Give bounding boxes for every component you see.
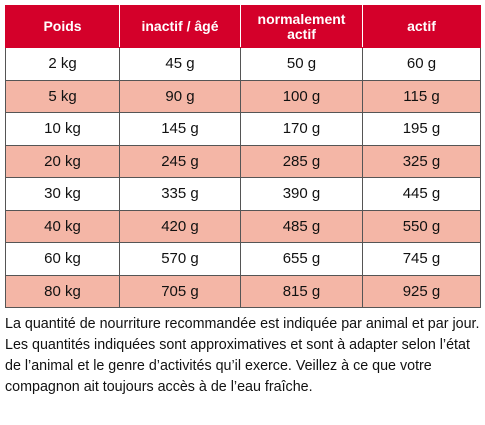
table-cell: 570 g: [119, 242, 241, 276]
table-cell: 80 kg: [5, 274, 120, 308]
header-cell: Poids: [5, 5, 120, 48]
table-cell: 50 g: [240, 47, 363, 81]
table-cell: 550 g: [362, 209, 481, 243]
table-cell: 745 g: [362, 242, 481, 276]
table-cell: 115 g: [362, 79, 481, 113]
table-cell: 325 g: [362, 144, 481, 178]
header-cell: actif: [362, 5, 481, 48]
table-row: 2 kg 45 g 50 g 60 g: [5, 47, 481, 81]
table-cell: 245 g: [119, 144, 241, 178]
table-row: 60 kg 570 g 655 g 745 g: [5, 242, 481, 276]
table-cell: 195 g: [362, 112, 481, 146]
table-cell: 90 g: [119, 79, 241, 113]
table-cell: 2 kg: [5, 47, 120, 81]
table-row: 10 kg 145 g 170 g 195 g: [5, 112, 481, 146]
header-cell: inactif / âgé: [119, 5, 241, 48]
table-cell: 60 g: [362, 47, 481, 81]
table-cell: 285 g: [240, 144, 363, 178]
table-row: 5 kg 90 g 100 g 115 g: [5, 79, 481, 113]
table-cell: 5 kg: [5, 79, 120, 113]
header-cell: normalement actif: [240, 5, 363, 48]
table-cell: 485 g: [240, 209, 363, 243]
table-row: 80 kg 705 g 815 g 925 g: [5, 274, 481, 308]
food-table: Poids inactif / âgé normalement actif actif…: [5, 5, 481, 308]
table-cell: 145 g: [119, 112, 241, 146]
table-cell: 445 g: [362, 177, 481, 211]
table-cell: 705 g: [119, 274, 241, 308]
table-cell: 60 kg: [5, 242, 120, 276]
table-cell: 815 g: [240, 274, 363, 308]
table-cell: 420 g: [119, 209, 241, 243]
table-cell: 30 kg: [5, 177, 120, 211]
header-row: Poids inactif / âgé normalement actif actif: [5, 5, 481, 48]
note: La quantité de nourriture recommandée es…: [5, 316, 480, 395]
table-cell: 40 kg: [5, 209, 120, 243]
table-cell: 925 g: [362, 274, 481, 308]
table-cell: 390 g: [240, 177, 363, 211]
table-row: 40 kg 420 g 485 g 550 g: [5, 209, 481, 243]
table-cell: 10 kg: [5, 112, 120, 146]
table-cell: 45 g: [119, 47, 241, 81]
table-row: 20 kg 245 g 285 g 325 g: [5, 144, 481, 178]
table-cell: 20 kg: [5, 144, 120, 178]
table-cell: 335 g: [119, 177, 241, 211]
table-row: 30 kg 335 g 390 g 445 g: [5, 177, 481, 211]
table-cell: 100 g: [240, 79, 363, 113]
table-cell: 655 g: [240, 242, 363, 276]
table-cell: 170 g: [240, 112, 363, 146]
